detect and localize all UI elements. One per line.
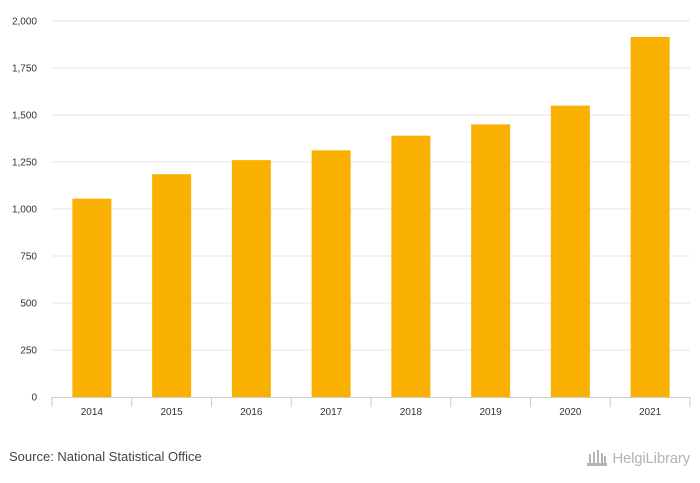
bar-2018[interactable] [391,135,431,397]
y-tick-label: 1,500 [12,111,37,122]
bar-2019[interactable] [471,124,511,398]
bar-2017[interactable] [311,150,351,397]
y-tick-label: 1,000 [12,205,37,216]
bar-2016[interactable] [231,160,271,397]
bar-chart: 0 250 500 750 1,000 1,250 1,500 1,750 2,000 2014… [12,17,691,418]
bar-2020[interactable] [550,105,590,397]
x-tick-label: 2017 [320,407,343,418]
x-tick-label: 2021 [639,407,662,418]
x-tick-label: 2015 [161,407,184,418]
grid-lines [52,20,690,351]
x-tick-label: 2016 [240,407,263,418]
y-tick-label: 750 [20,252,37,263]
bar-2021[interactable] [630,36,670,397]
bar-2015[interactable] [152,174,192,397]
y-tick-label: 250 [20,346,37,357]
x-tick-label: 2020 [559,407,582,418]
source-note: Source: National Statistical Office [9,449,202,464]
y-tick-label: 1,250 [12,158,37,169]
logo-text: HelgiLibrary [612,449,690,467]
x-tick-label: 2014 [81,407,104,418]
y-tick-label: 500 [20,299,37,310]
y-tick-label: 1,750 [12,64,37,75]
helgilibrary-logo[interactable]: HelgiLibrary [586,446,690,470]
y-axis-ticks: 0 250 500 750 1,000 1,250 1,500 1,750 2,000 [12,17,37,404]
x-tick-label: 2018 [400,407,423,418]
bars [72,36,670,398]
x-axis [51,397,691,407]
y-tick-label: 2,000 [12,17,37,28]
x-axis-ticks: 2014 2015 2016 2017 2018 2019 2020 2021 [81,407,662,418]
bar-2014[interactable] [72,198,112,397]
library-building-icon [587,450,608,466]
y-tick-label: 0 [31,393,37,404]
x-tick-label: 2019 [480,407,503,418]
